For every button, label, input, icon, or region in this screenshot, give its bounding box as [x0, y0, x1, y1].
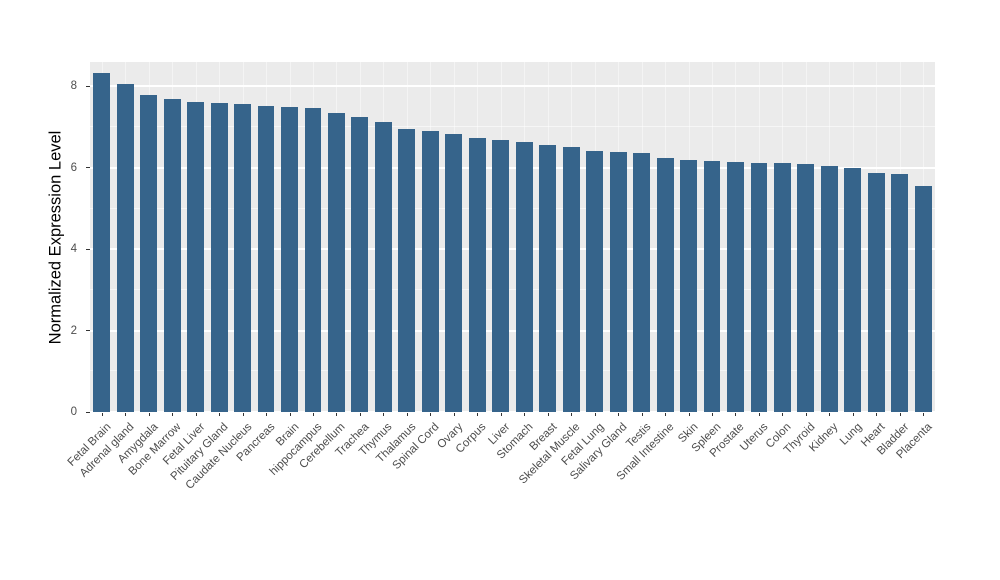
- x-tick-mark: [383, 412, 385, 416]
- x-tick-mark: [923, 412, 925, 416]
- major-gridline: [90, 411, 935, 413]
- x-tick-mark: [125, 412, 127, 416]
- bar: [515, 142, 533, 412]
- bar: [891, 174, 909, 412]
- major-gridline: [90, 329, 935, 332]
- x-tick-mark: [594, 412, 596, 416]
- bar: [750, 162, 768, 412]
- bar: [116, 83, 134, 412]
- bars-container: [90, 62, 935, 412]
- bar: [374, 122, 392, 412]
- x-tick-mark: [148, 412, 150, 416]
- x-tick-mark: [430, 412, 432, 416]
- minor-gridline: [90, 126, 935, 128]
- major-gridline: [90, 166, 935, 169]
- bar: [586, 151, 604, 412]
- x-tick-mark: [618, 412, 620, 416]
- minor-gridline: [90, 370, 935, 372]
- x-tick-mark: [289, 412, 291, 416]
- x-axis: Fetal Brain Adrenal gland Amygdala Bone Mar…: [65, 412, 935, 572]
- x-tick-mark: [312, 412, 314, 416]
- bar: [304, 108, 322, 412]
- bar: [187, 102, 205, 412]
- x-tick-mark: [453, 412, 455, 416]
- y-tick-mark: [86, 248, 90, 250]
- x-tick-mark: [524, 412, 526, 416]
- bar: [421, 131, 439, 412]
- x-tick-mark: [359, 412, 361, 416]
- x-tick-mark: [172, 412, 174, 416]
- x-tick-mark: [688, 412, 690, 416]
- x-tick-mark: [477, 412, 479, 416]
- bar: [492, 140, 510, 412]
- bar: [163, 99, 181, 412]
- bar: [281, 106, 298, 412]
- x-tick-mark: [641, 412, 643, 416]
- x-tick-mark: [782, 412, 784, 416]
- x-tick-mark: [336, 412, 338, 416]
- bar: [844, 168, 862, 412]
- x-tick-mark: [242, 412, 244, 416]
- x-tick-mark: [665, 412, 667, 416]
- x-tick-mark: [899, 412, 901, 416]
- bar: [609, 151, 627, 412]
- x-tick-mark: [712, 412, 713, 416]
- x-tick-mark: [406, 412, 408, 416]
- x-tick-mark: [571, 412, 573, 416]
- major-gridline: [90, 248, 935, 251]
- y-tick-label: 2: [70, 324, 77, 337]
- bar: [234, 104, 251, 412]
- x-tick-mark: [829, 412, 831, 416]
- x-tick-mark: [852, 412, 854, 416]
- bar: [257, 105, 275, 412]
- x-tick-mark: [758, 412, 760, 416]
- major-gridline: [90, 85, 935, 88]
- x-tick-mark: [101, 412, 103, 416]
- bar: [773, 163, 791, 412]
- bar: [210, 103, 228, 412]
- y-tick-mark: [86, 411, 90, 413]
- y-tick-label: 4: [70, 243, 77, 256]
- bar: [680, 159, 697, 412]
- bar: [867, 172, 885, 412]
- x-tick-label: Lung: [837, 421, 865, 448]
- x-tick-mark: [735, 412, 737, 416]
- bar: [656, 158, 674, 412]
- y-tick-mark: [86, 330, 90, 332]
- x-tick-mark: [195, 412, 197, 416]
- x-tick-mark: [547, 412, 549, 416]
- bar: [398, 129, 416, 412]
- x-tick-mark: [500, 412, 502, 416]
- y-tick-mark: [86, 85, 90, 87]
- bar: [633, 153, 651, 412]
- bar: [727, 162, 744, 412]
- chart-panel: [90, 62, 935, 413]
- bar: [351, 117, 369, 412]
- minor-gridline: [90, 207, 935, 209]
- y-tick-label: 8: [70, 80, 77, 93]
- bar: [914, 186, 932, 412]
- x-tick-mark: [805, 412, 807, 416]
- minor-gridline: [90, 288, 935, 290]
- bar: [140, 95, 158, 412]
- x-tick-mark: [266, 412, 268, 416]
- y-tick-label: 6: [70, 161, 77, 174]
- bar: [445, 134, 463, 412]
- bar: [820, 166, 838, 412]
- y-tick-mark: [86, 167, 90, 169]
- bar: [562, 147, 580, 412]
- x-tick-mark: [876, 412, 878, 416]
- x-tick-mark: [219, 412, 221, 416]
- bar: [703, 161, 721, 412]
- bar: [93, 73, 111, 412]
- y-axis: 0 2 4 6 8: [0, 62, 90, 418]
- bar: [468, 138, 486, 412]
- bar: [328, 113, 345, 412]
- bar: [539, 145, 557, 412]
- bar: [797, 164, 815, 412]
- y-tick-label: 0: [70, 406, 77, 418]
